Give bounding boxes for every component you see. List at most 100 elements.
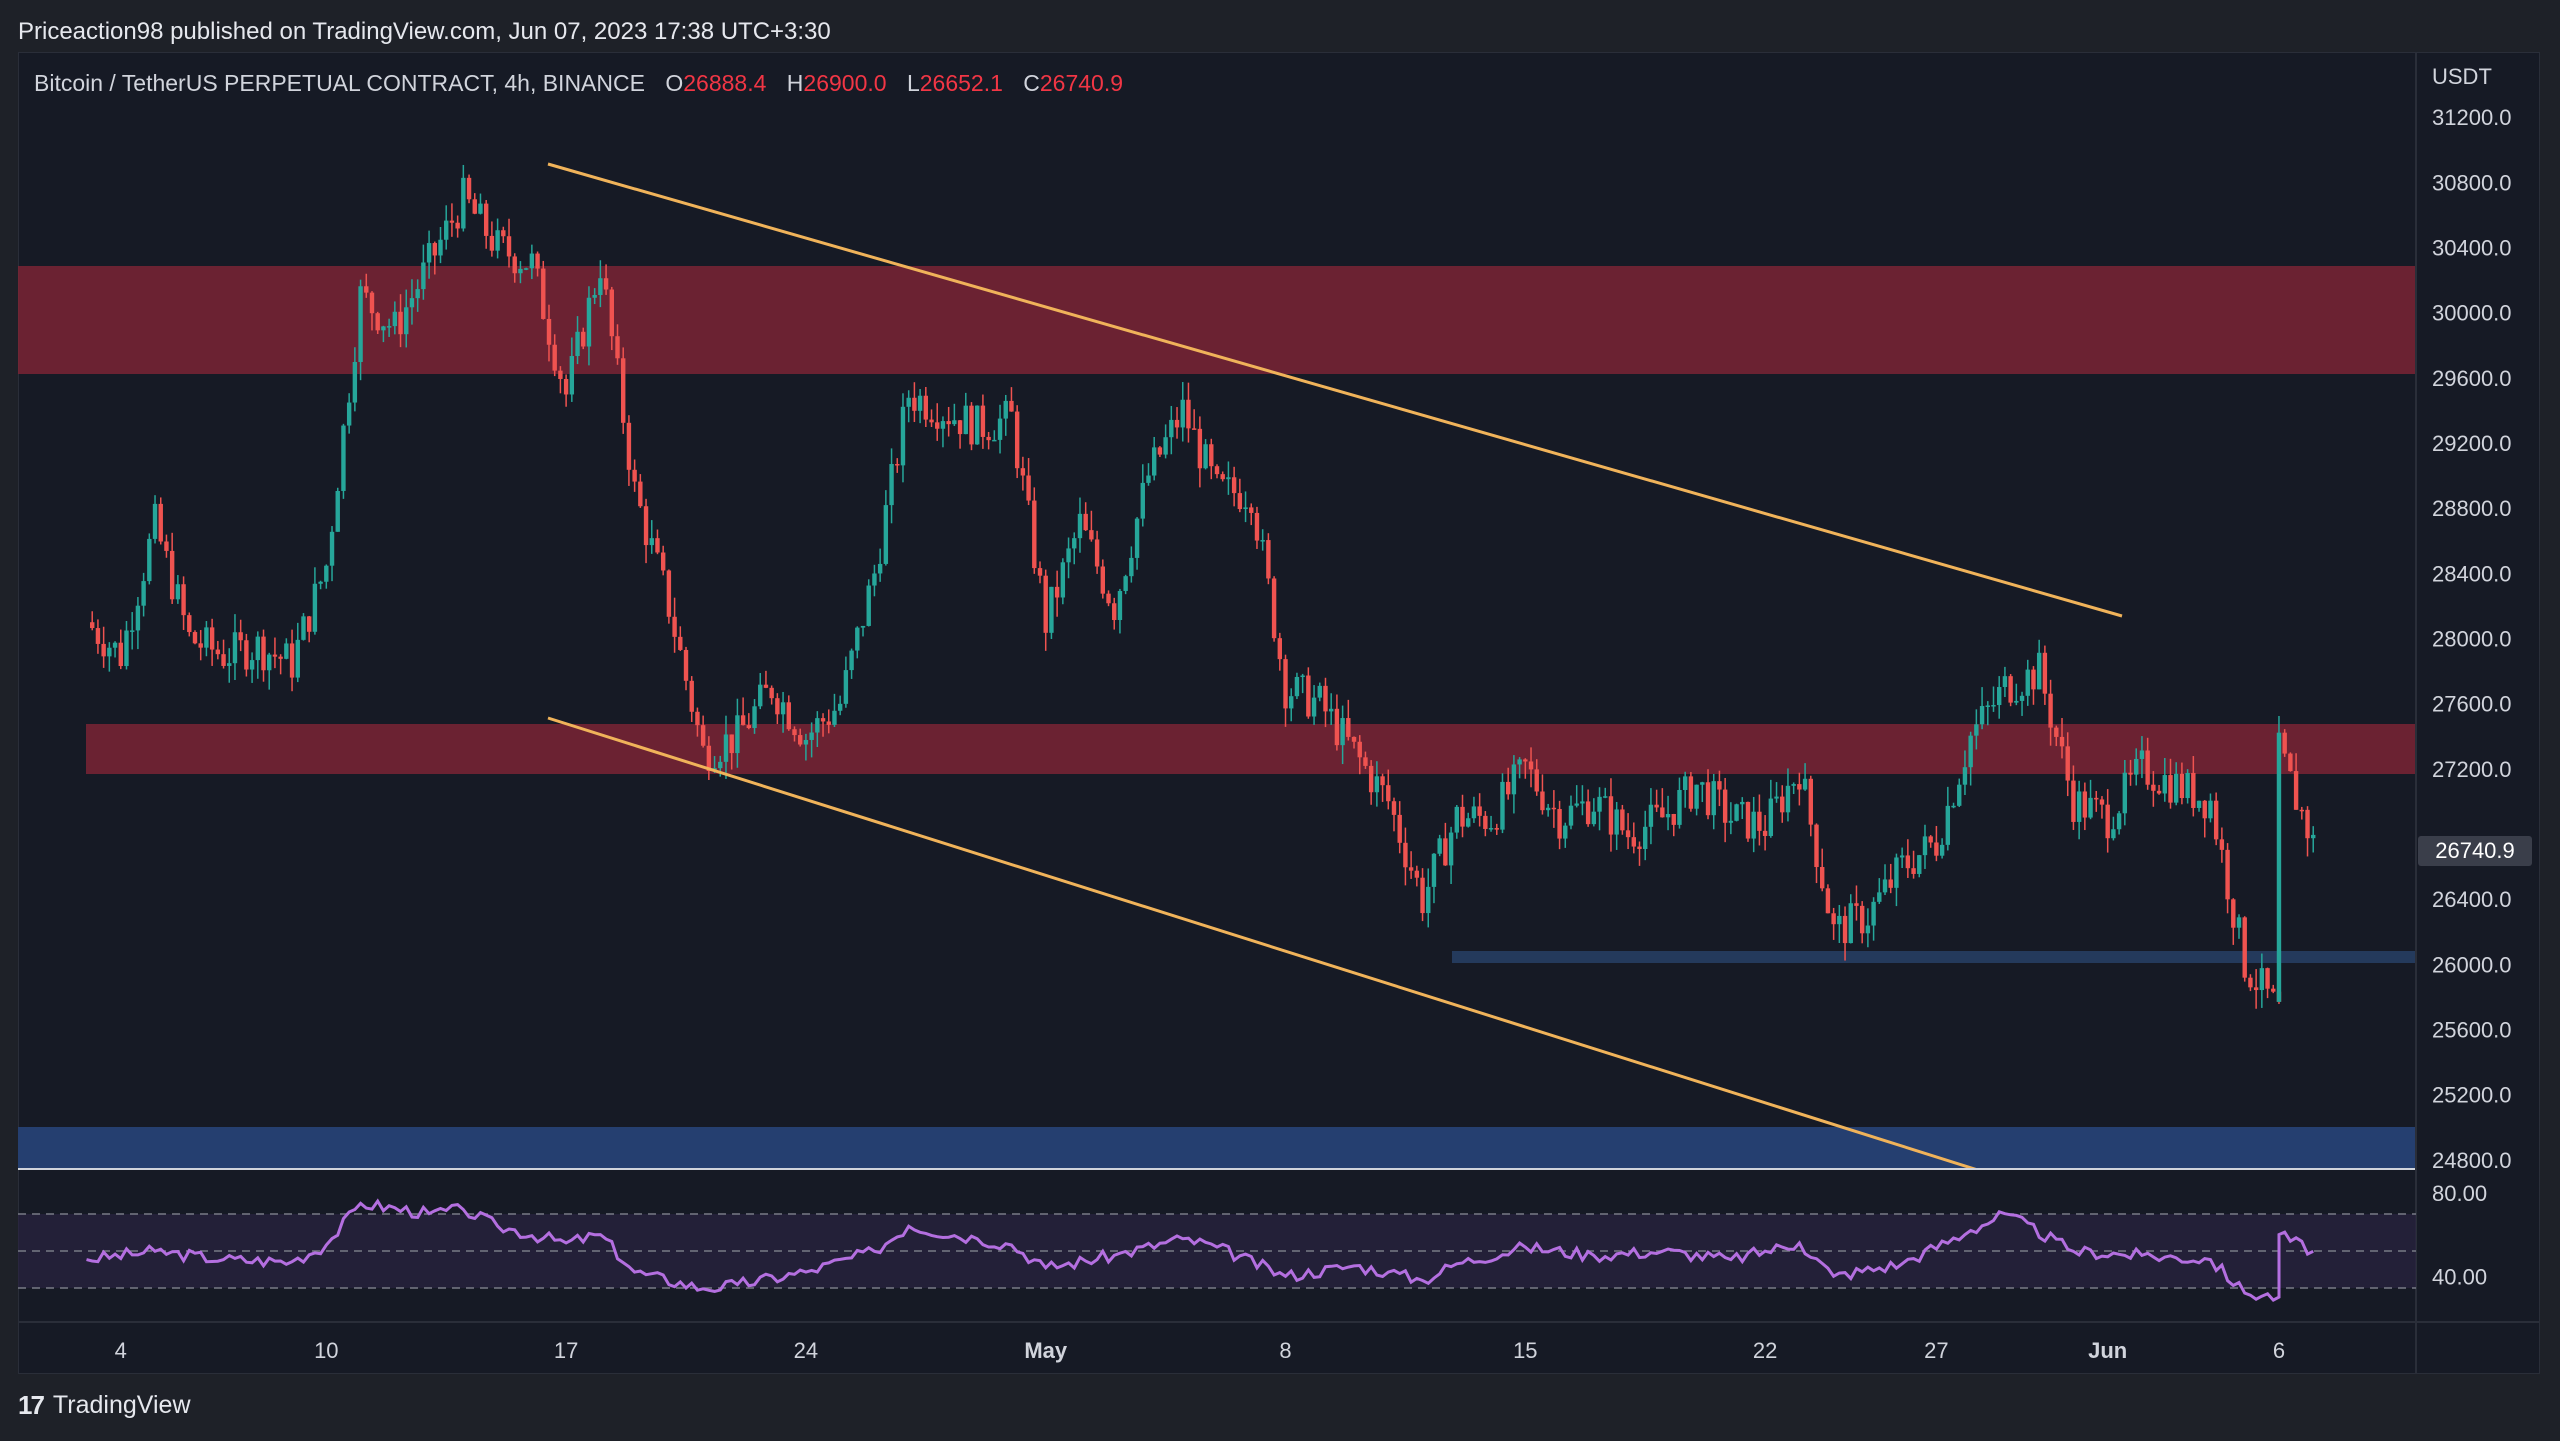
candle-body (1403, 842, 1408, 868)
candle-body (780, 702, 786, 715)
candle-body (963, 405, 968, 435)
candle-body (792, 729, 797, 736)
candle-body (204, 627, 209, 648)
candle-body (1123, 576, 1128, 591)
candle-body (2082, 791, 2088, 818)
time-axis-tick: 27 (1924, 1338, 1948, 1363)
candle-body (1254, 512, 1260, 541)
candle-body (1882, 879, 1888, 893)
candle-body (1648, 804, 1654, 827)
candles (90, 164, 2316, 1009)
candle-body (883, 505, 889, 564)
candle-body (1346, 718, 1351, 737)
candle-body (866, 585, 871, 626)
candle-body (301, 616, 306, 640)
candle-body (1460, 806, 1465, 827)
candle-body (329, 531, 335, 566)
candle-body (346, 402, 352, 426)
candle-body (2054, 727, 2059, 737)
price-axis-tick: 26000.0 (2432, 952, 2512, 977)
price-axis-tick: 29200.0 (2432, 431, 2512, 456)
candle-body (1140, 482, 1145, 519)
candle-body (541, 268, 546, 319)
candle-body (1917, 855, 1922, 874)
candle-body (678, 636, 683, 650)
candle-body (1671, 813, 1676, 825)
low-label: L (906, 70, 920, 96)
price-axis-tick: 25600.0 (2432, 1018, 2512, 1043)
candle-body (2156, 790, 2162, 794)
candle-body (666, 570, 672, 617)
candle-body (324, 565, 329, 582)
candle-body (906, 397, 911, 407)
candle-body (2162, 775, 2167, 794)
support-zone (18, 1127, 2416, 1168)
candle-body (1780, 796, 1785, 813)
candle-body (1614, 809, 1619, 835)
candle-body (1745, 801, 1751, 839)
candle-body (895, 463, 900, 466)
brand-name: TradingView (52, 1391, 191, 1419)
candle-body (1197, 428, 1203, 469)
candle-body (952, 420, 957, 425)
candle-body (2259, 968, 2265, 991)
candle-body (975, 405, 980, 445)
candle-body (683, 649, 689, 681)
time-axis-tick: 15 (1513, 1338, 1537, 1363)
candle-body (1386, 785, 1391, 802)
candle-body (95, 628, 101, 644)
candle-body (912, 397, 917, 411)
candle-body (2271, 988, 2276, 992)
candle-body (1859, 905, 1865, 934)
candle-body (415, 289, 420, 299)
candle-body (1802, 778, 1808, 790)
candle-body (1277, 638, 1283, 660)
candle-body (626, 422, 632, 470)
candle-body (2019, 695, 2025, 701)
candle-body (1762, 830, 1768, 836)
candle-body (575, 331, 580, 357)
candle-body (2299, 809, 2305, 812)
candle-body (1368, 765, 1374, 793)
candle-body (2076, 791, 2082, 822)
candle-body (1397, 814, 1402, 843)
candle-body (2196, 800, 2202, 808)
candle-body (729, 734, 734, 754)
candle-body (603, 278, 609, 290)
candle-body (592, 295, 597, 298)
candle-body (1517, 759, 1522, 765)
candle-body (752, 706, 757, 729)
candle-body (609, 289, 614, 337)
candle-body (1528, 761, 1534, 770)
candle-body (1454, 806, 1459, 833)
price-axis-tick: 29600.0 (2432, 366, 2512, 391)
candle-body (358, 286, 363, 363)
candle-body (506, 236, 512, 257)
candle-body (1568, 805, 1574, 826)
candle-body (946, 421, 951, 425)
candle-body (1231, 477, 1237, 494)
candle-body (1511, 764, 1517, 795)
candle-body (803, 739, 809, 745)
candle-body (1311, 697, 1317, 717)
candle-body (472, 199, 477, 214)
candle-body (1939, 844, 1945, 856)
candle-body (2099, 799, 2105, 805)
candle-body (763, 684, 769, 688)
candle-body (1905, 855, 1911, 869)
price-axis-tick: 24800.0 (2432, 1148, 2512, 1173)
candle-body (135, 605, 141, 631)
candle-body (272, 654, 278, 657)
candle-body (198, 643, 203, 648)
candle-body (1785, 785, 1791, 813)
candle-body (2094, 797, 2099, 800)
candle-body (1471, 806, 1477, 819)
tradingview-brand[interactable]: 17 TradingView (18, 1390, 191, 1421)
candle-body (632, 469, 637, 482)
candle-body (147, 538, 152, 582)
candle-body (1911, 868, 1916, 874)
candle-body (1962, 767, 1968, 785)
candle-body (1317, 685, 1322, 698)
candle-body (495, 230, 500, 251)
